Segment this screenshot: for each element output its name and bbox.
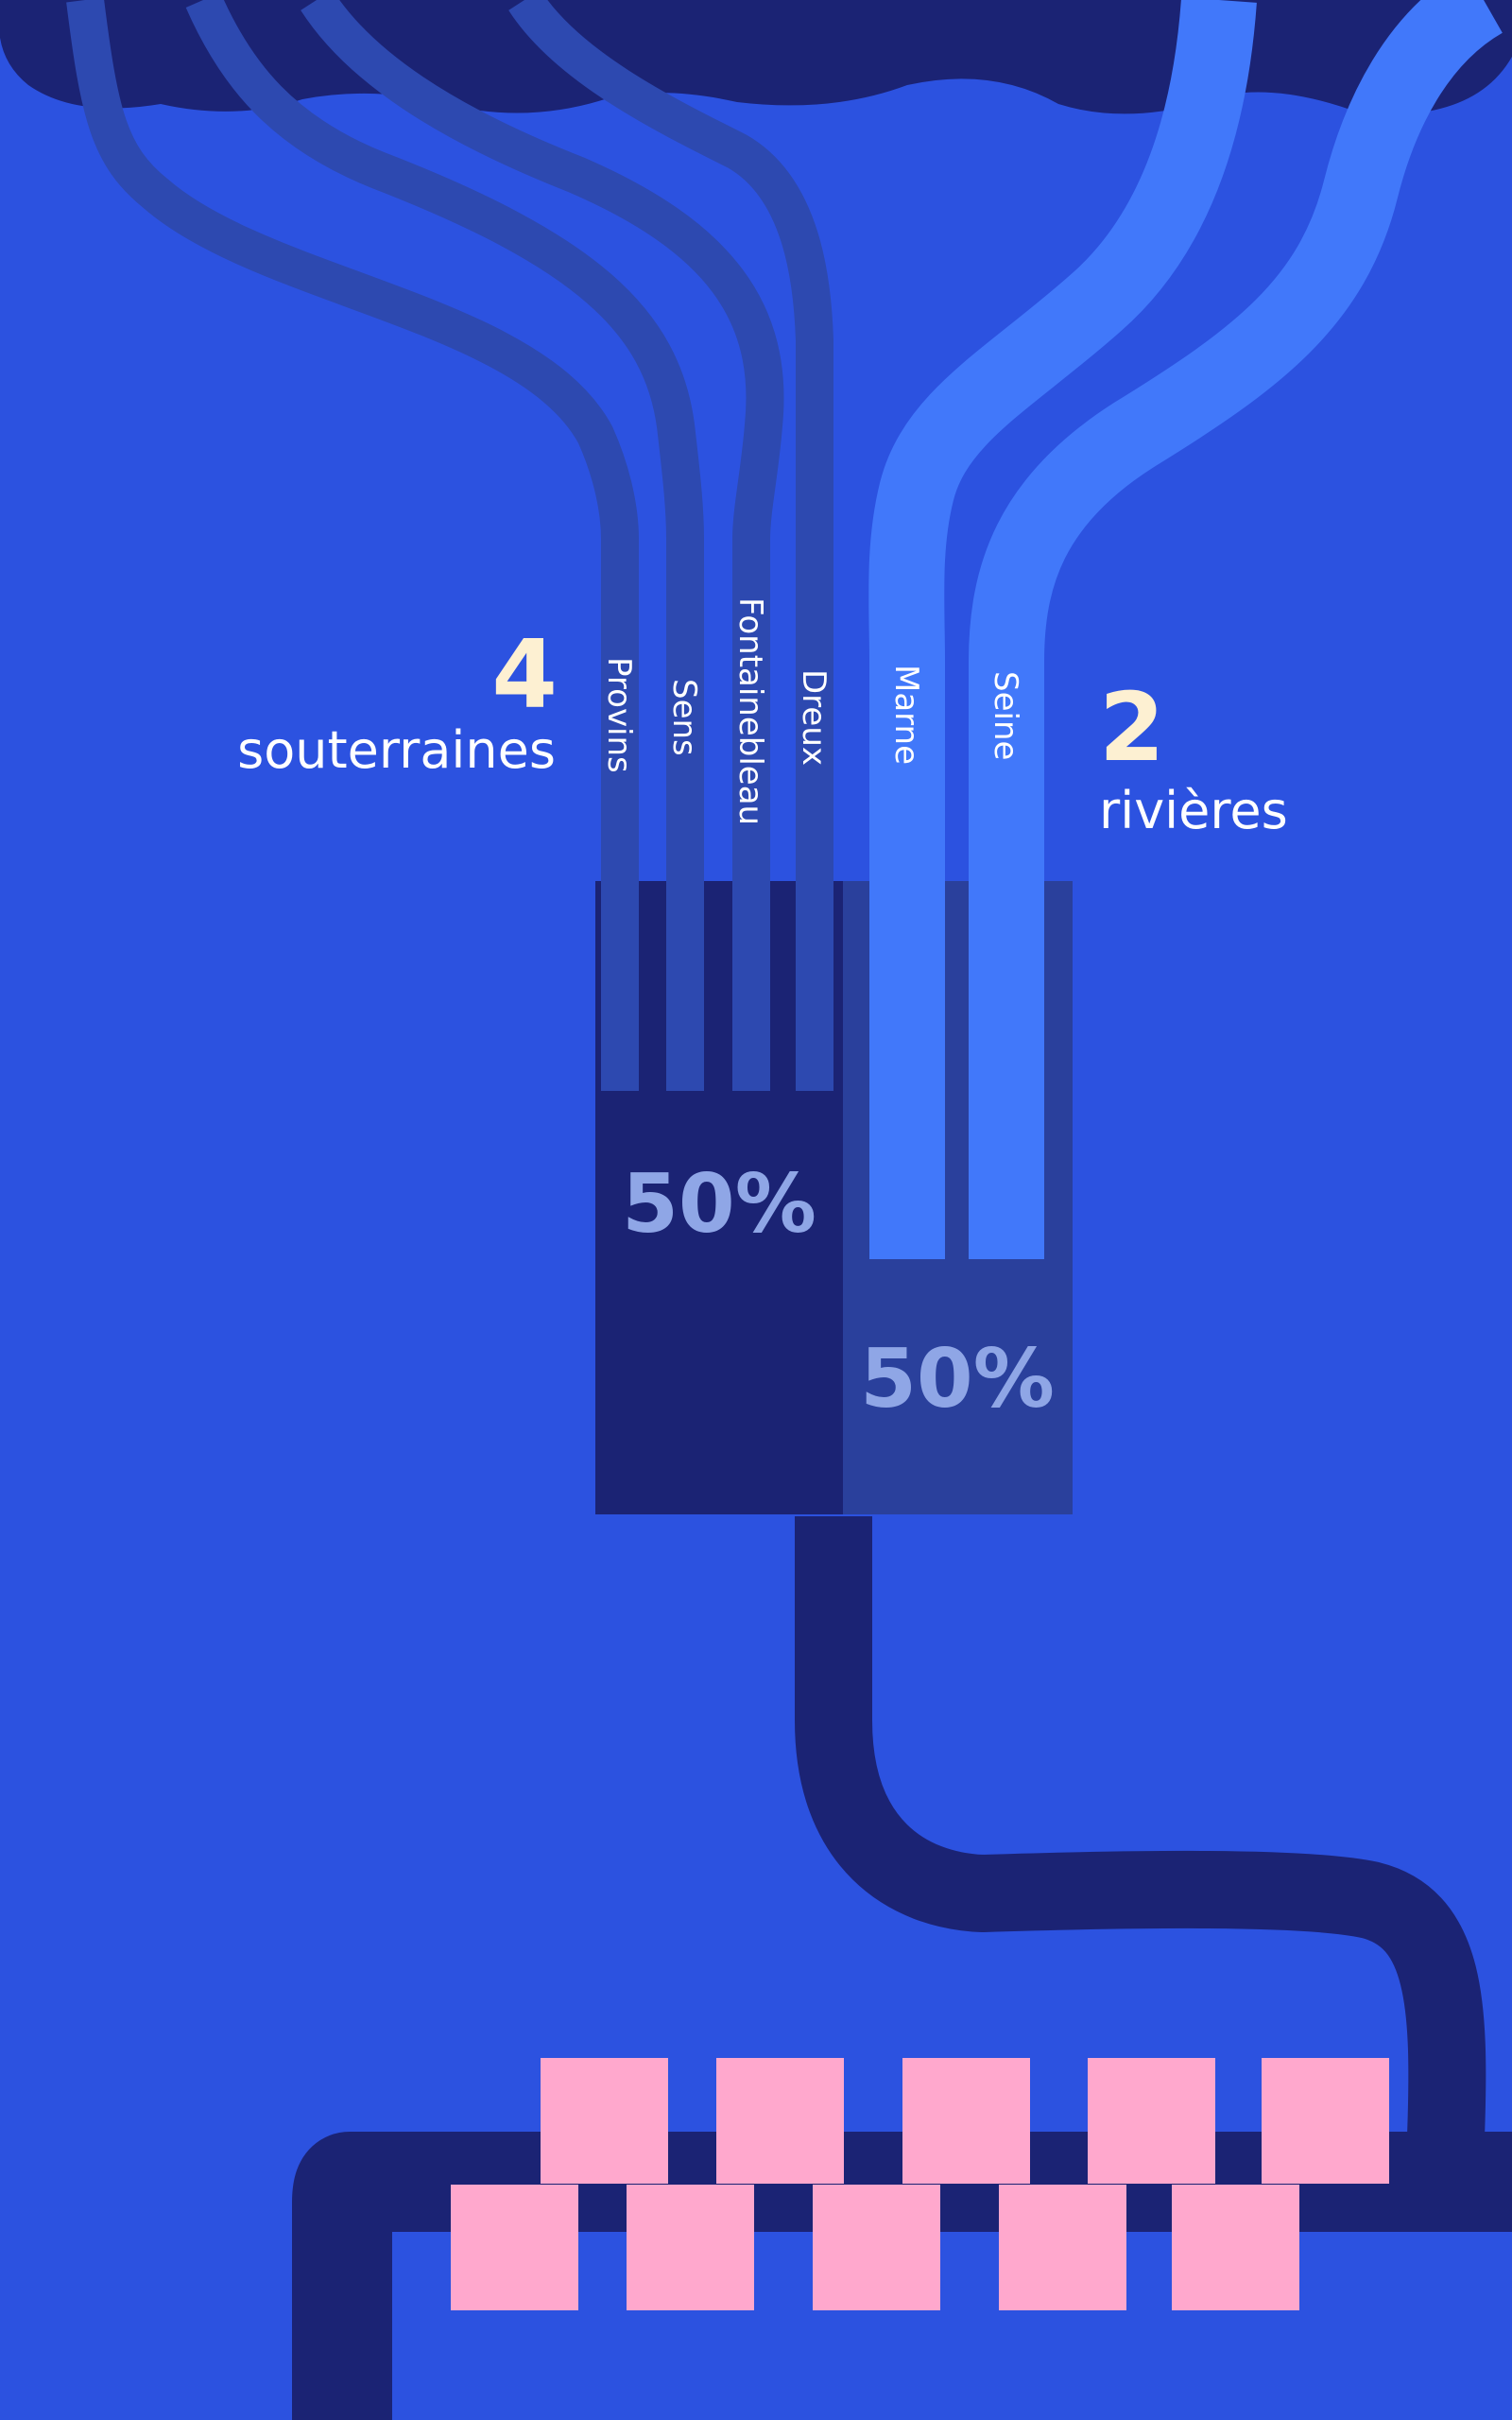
groundwater-pipes (66, 0, 833, 1090)
pipe-end-marne (869, 881, 945, 1259)
pipe-seine (969, 0, 1503, 1260)
pipe-fontainebleau (301, 0, 784, 1090)
pipe-dreux (508, 0, 833, 1090)
pipe-provins (66, 0, 639, 1090)
building-block (627, 2185, 754, 2310)
source-label-dreux: Dreux (795, 669, 833, 766)
source-label-sens: Sens (665, 679, 703, 756)
pipe-end-seine (969, 881, 1044, 1259)
groundwater-share: 50% (622, 1157, 816, 1252)
source-label-provins: Provins (600, 657, 638, 773)
groundwater-count-label: souterraines (237, 720, 556, 780)
pipe-end-dreux (796, 881, 833, 1091)
building-block (813, 2185, 940, 2310)
groundwater-count: 4 (491, 619, 558, 730)
source-labels: Provins Sens Fontainebleau Dreux Marne S… (600, 597, 1024, 825)
building-block (716, 2058, 844, 2184)
building-block (902, 2058, 1030, 2184)
building-block (1262, 2058, 1389, 2184)
pipe-end-sens (666, 881, 704, 1091)
outlet-pipe (795, 1516, 1486, 2138)
source-label-marne: Marne (887, 665, 925, 765)
pipe-end-fontainebleau (732, 881, 770, 1091)
river-count-label: rivières (1099, 781, 1288, 840)
building-block (1088, 2058, 1215, 2184)
river-count: 2 (1099, 672, 1165, 783)
source-label-seine: Seine (987, 671, 1024, 760)
mixing-tank (595, 881, 1073, 1514)
pipe-end-provins (601, 881, 639, 1091)
source-label-fontainebleau: Fontainebleau (731, 597, 769, 825)
distribution-pipe (292, 2132, 1512, 2420)
pipe-sens (185, 0, 704, 1090)
building-block (451, 2185, 578, 2310)
buildings (451, 2058, 1389, 2310)
building-block (1172, 2185, 1299, 2310)
building-block (541, 2058, 668, 2184)
pipe-marne (868, 0, 1257, 1260)
river-share: 50% (860, 1332, 1055, 1426)
building-block (999, 2185, 1126, 2310)
river-pipes (868, 0, 1503, 1260)
